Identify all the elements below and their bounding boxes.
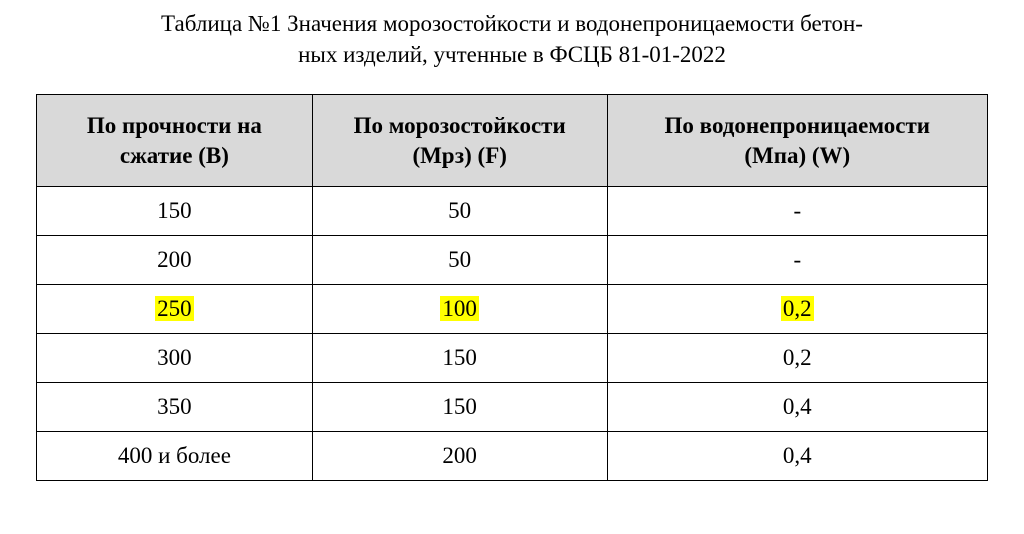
col-header-frost-l1: По морозостойкости xyxy=(354,113,566,138)
col-header-strength: По прочности на сжатие (В) xyxy=(37,95,313,187)
highlighted-value: 0,2 xyxy=(781,296,814,321)
table-row: 20050- xyxy=(37,236,988,285)
table-cell: 50 xyxy=(312,187,607,236)
table-row: 3001500,2 xyxy=(37,334,988,383)
table-body: 15050-20050-2501000,23001500,23501500,44… xyxy=(37,187,988,481)
col-header-frost-l2: (Мрз) (F) xyxy=(412,143,506,168)
table-cell: 0,2 xyxy=(607,285,987,334)
highlighted-value: 100 xyxy=(440,296,479,321)
table-row: 3501500,4 xyxy=(37,383,988,432)
col-header-water-l2: (Мпа) (W) xyxy=(744,143,850,168)
table-cell: 0,2 xyxy=(607,334,987,383)
col-header-water: По водонепроницаемости (Мпа) (W) xyxy=(607,95,987,187)
table-cell: 400 и более xyxy=(37,432,313,481)
table-cell: 300 xyxy=(37,334,313,383)
table-cell: - xyxy=(607,187,987,236)
col-header-strength-l1: По прочности на xyxy=(87,113,262,138)
document-page: Таблица №1 Значения морозостойкости и во… xyxy=(0,0,1024,481)
col-header-water-l1: По водонепроницаемости xyxy=(665,113,930,138)
table-row: 15050- xyxy=(37,187,988,236)
highlighted-value: 250 xyxy=(155,296,194,321)
table-cell: 150 xyxy=(312,383,607,432)
table-cell: 100 xyxy=(312,285,607,334)
table-cell: 200 xyxy=(312,432,607,481)
table-cell: 50 xyxy=(312,236,607,285)
caption-line2: ных изделий, учтенные в ФСЦБ 81-01-2022 xyxy=(298,42,726,67)
table-cell: 150 xyxy=(37,187,313,236)
col-header-frost: По морозостойкости (Мрз) (F) xyxy=(312,95,607,187)
table-cell: - xyxy=(607,236,987,285)
table-header-row: По прочности на сжатие (В) По морозостой… xyxy=(37,95,988,187)
table-cell: 150 xyxy=(312,334,607,383)
table-cell: 0,4 xyxy=(607,383,987,432)
table-caption: Таблица №1 Значения морозостойкости и во… xyxy=(72,8,952,70)
table-cell: 200 xyxy=(37,236,313,285)
table-cell: 0,4 xyxy=(607,432,987,481)
col-header-strength-l2: сжатие (В) xyxy=(120,143,229,168)
table-row: 400 и более2000,4 xyxy=(37,432,988,481)
table-row: 250 100 0,2 xyxy=(37,285,988,334)
concrete-properties-table: По прочности на сжатие (В) По морозостой… xyxy=(36,94,988,481)
caption-line1: Таблица №1 Значения морозостойкости и во… xyxy=(161,11,863,36)
table-cell: 250 xyxy=(37,285,313,334)
table-cell: 350 xyxy=(37,383,313,432)
